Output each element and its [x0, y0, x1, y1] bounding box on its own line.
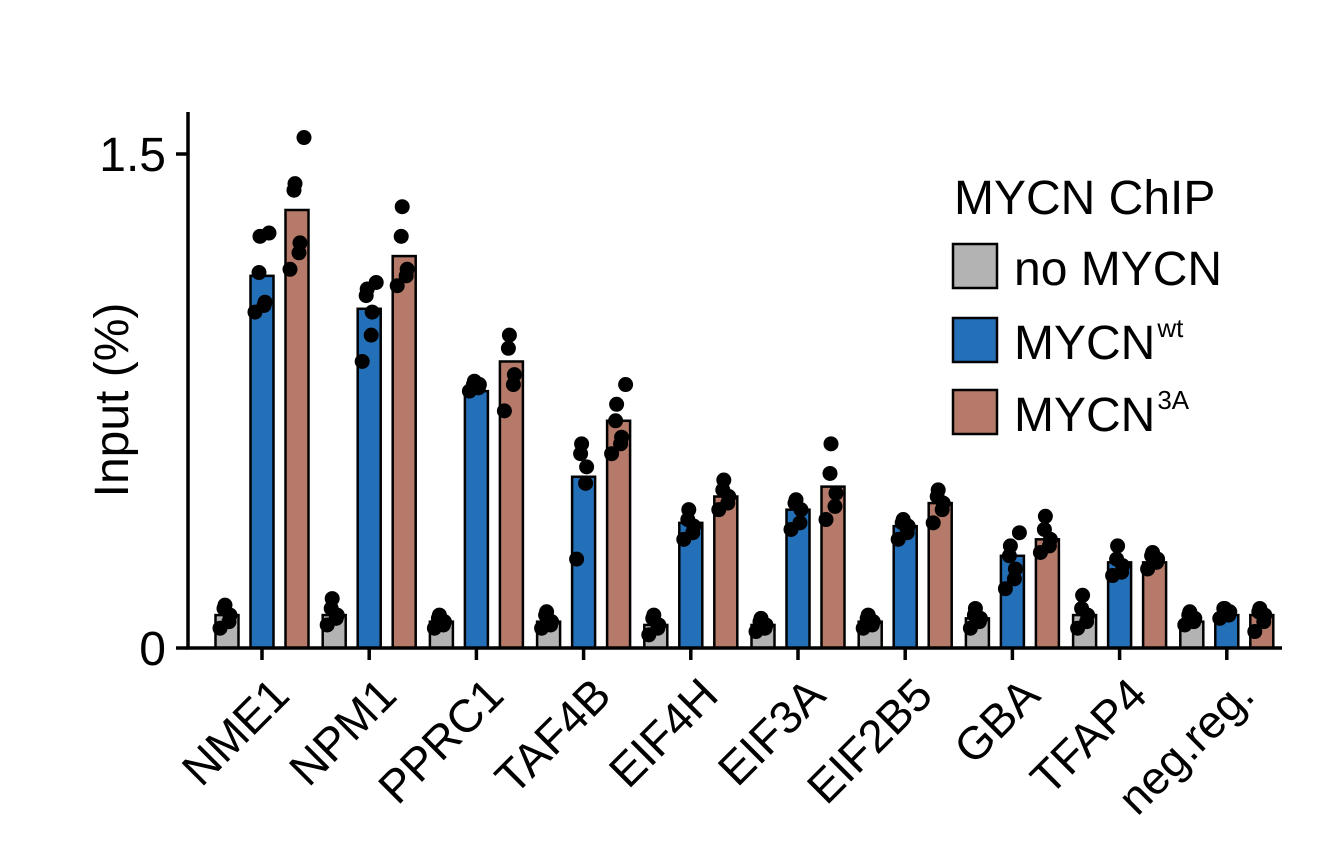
data-point — [618, 377, 634, 393]
data-point — [1110, 538, 1126, 554]
data-point — [217, 597, 233, 613]
data-point — [257, 294, 273, 310]
data-point — [792, 515, 808, 531]
data-point — [506, 367, 522, 383]
data-point — [466, 373, 482, 389]
data-point — [1247, 624, 1263, 640]
bars-layer — [214, 208, 1275, 650]
data-point — [925, 515, 941, 531]
legend: MYCN ChIP no MYCN MYCNwt MYCN3A — [951, 172, 1222, 442]
bar-nme1-series-1 — [249, 274, 275, 650]
data-point — [753, 610, 769, 626]
data-point — [393, 228, 409, 244]
data-point — [431, 607, 447, 623]
data-point — [828, 485, 844, 501]
data-point — [1109, 551, 1125, 567]
data-point — [895, 512, 911, 528]
data-point — [287, 176, 303, 192]
data-point — [1217, 600, 1233, 616]
data-point — [608, 413, 624, 429]
x-tick-label: NME1 — [172, 668, 299, 795]
data-point — [818, 512, 834, 528]
data-point — [609, 396, 625, 412]
x-tick-label: EIF4H — [599, 668, 728, 797]
data-point — [296, 130, 312, 146]
legend-title: MYCN ChIP — [954, 172, 1215, 225]
data-point — [569, 551, 585, 567]
bar-pprc1-series-1 — [463, 389, 490, 650]
data-point — [496, 403, 512, 419]
data-point — [500, 340, 516, 356]
data-point — [1036, 521, 1052, 537]
data-point — [501, 327, 517, 343]
data-point — [1007, 561, 1023, 577]
data-point — [1037, 508, 1053, 524]
data-point — [646, 607, 662, 623]
data-point — [930, 482, 946, 498]
data-point — [788, 492, 804, 508]
y-tick-label: 0 — [139, 623, 166, 676]
bar-eif4h-series-2 — [713, 495, 739, 650]
data-point — [1011, 525, 1027, 541]
x-tick-label: TAF4B — [485, 668, 621, 804]
data-point — [1182, 604, 1198, 620]
data-point — [1002, 538, 1018, 554]
data-point — [681, 502, 697, 518]
legend-swatch — [951, 316, 999, 364]
data-point — [1252, 600, 1268, 616]
data-point — [282, 261, 298, 277]
data-point — [827, 498, 843, 514]
data-point — [399, 261, 415, 277]
y-tick-label: 1.5 — [99, 129, 166, 182]
data-point — [251, 265, 267, 281]
data-point — [578, 475, 594, 491]
y-axis-label: Input (%) — [86, 303, 139, 498]
data-point — [364, 304, 380, 320]
data-point — [324, 591, 340, 607]
data-point — [292, 235, 308, 251]
data-point — [604, 446, 620, 462]
data-point — [363, 327, 379, 343]
data-point — [394, 199, 410, 215]
legend-entry-label: MYCNwt — [1014, 313, 1184, 370]
y-ticks: 01.5 — [99, 129, 188, 676]
legend-entry-label: MYCN3A — [1014, 385, 1190, 442]
data-point — [614, 429, 630, 445]
data-point — [860, 607, 876, 623]
data-point — [354, 353, 370, 369]
data-point — [574, 436, 590, 452]
data-point — [368, 274, 384, 290]
bar-npm1-series-2 — [391, 254, 417, 650]
data-point — [539, 604, 555, 620]
data-point — [997, 581, 1013, 597]
data-point — [261, 225, 277, 241]
data-point — [579, 459, 595, 475]
data-point — [716, 472, 732, 488]
data-point — [822, 465, 838, 481]
points-layer — [212, 130, 1273, 643]
legend-swatch — [951, 388, 999, 436]
data-point — [389, 278, 405, 294]
data-point — [1075, 587, 1091, 603]
legend-entry-label: no MYCN — [1014, 243, 1222, 296]
data-point — [1074, 600, 1090, 616]
data-point — [967, 600, 983, 616]
data-point — [823, 436, 839, 452]
legend-swatch — [951, 242, 999, 290]
data-point — [1145, 544, 1161, 560]
